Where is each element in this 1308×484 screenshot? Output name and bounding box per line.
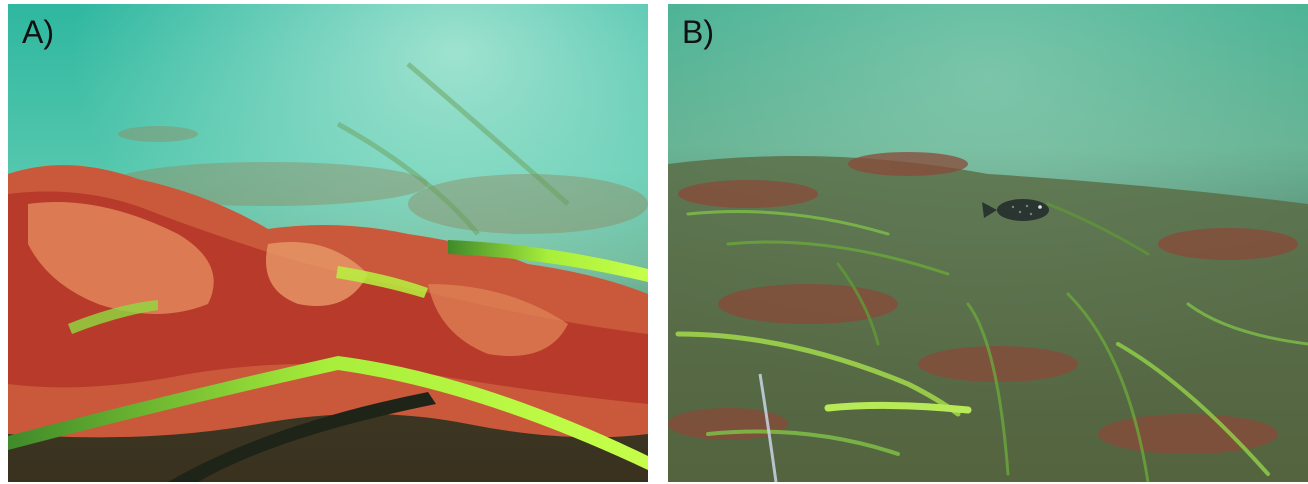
fish-figure [982, 199, 1049, 221]
panel-b-underwater-scene [668, 4, 1308, 482]
panel-a-underwater-scene [8, 4, 648, 482]
panel-b-photo: B) [668, 4, 1308, 482]
panel-b-label: B) [682, 14, 714, 50]
panel-a-label: A) [22, 14, 54, 50]
panel-a-photo: A) [8, 4, 648, 482]
